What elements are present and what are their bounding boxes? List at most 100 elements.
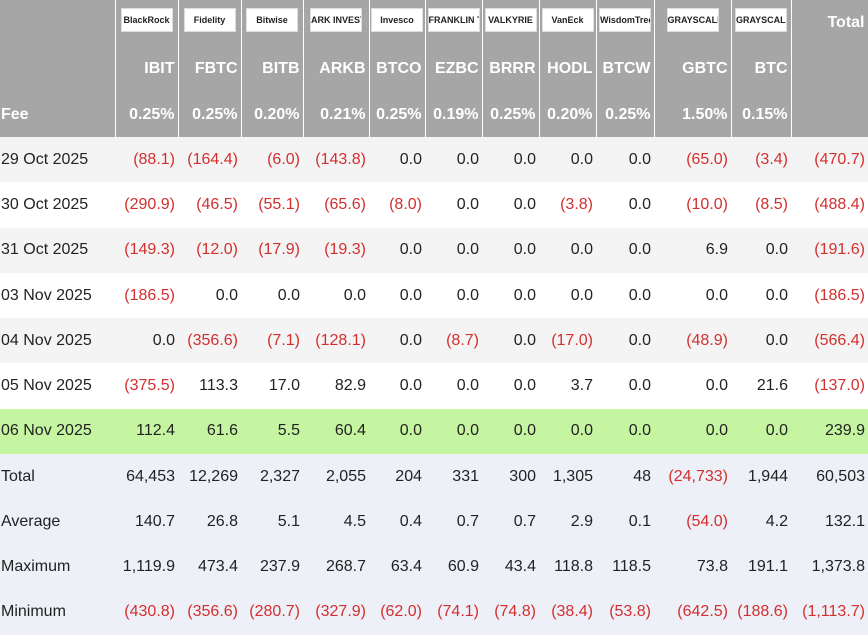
flow-value: (54.0) (654, 499, 731, 545)
flow-value: 12,269 (178, 454, 241, 500)
flow-value: 140.7 (115, 499, 178, 545)
flow-value: (186.5) (124, 286, 175, 304)
fee: 0.25% (369, 92, 426, 137)
flow-value: 0.0 (570, 286, 593, 304)
ticker: IBIT (115, 45, 179, 92)
fee: 0.25% (178, 92, 242, 137)
flow-value: 1,119.9 (115, 544, 178, 590)
flow-value: (19.3) (324, 241, 366, 259)
flow-value: 0.0 (399, 422, 422, 440)
blank-cell (791, 45, 868, 92)
flow-value: 0.0 (765, 241, 788, 259)
flow-value: 0.0 (456, 377, 479, 395)
flow-value: 118.8 (539, 544, 596, 590)
flow-value: 0.0 (628, 195, 651, 213)
flow-value: 0.0 (456, 195, 479, 213)
flow-value: (65.0) (686, 150, 728, 168)
summary-label: Average (0, 499, 115, 545)
logo-row: BlackRock Fidelity Bitwise ARK INVEST Invesc… (0, 0, 868, 45)
table-row: 03 Nov 2025 (186.5) 0.0 0.0 0.0 0.0 0.0 0.0 0.0 0… (0, 272, 868, 319)
flow-value: 17.0 (268, 377, 300, 395)
fee: 0.25% (482, 92, 540, 137)
date: 31 Oct 2025 (1, 241, 89, 259)
flow-value: (6.0) (267, 150, 300, 168)
flow-value: (356.6) (178, 589, 241, 635)
flow-value: (74.1) (425, 589, 482, 635)
fee-row: Fee 0.25% 0.25% 0.20% 0.21% 0.25% 0.19% 0.25% 0.… (0, 92, 868, 137)
flow-value: 5.1 (241, 499, 303, 545)
flow-value: 0.0 (570, 241, 593, 259)
fee: 1.50% (654, 92, 732, 137)
table-row: Total 64,453 12,269 2,327 2,055 204 331 300 1,30… (0, 454, 868, 500)
flow-value: 0.0 (399, 331, 422, 349)
flow-value: 63.4 (369, 544, 425, 590)
flow-value: 0.0 (628, 377, 651, 395)
flow-value: (24,733) (654, 454, 731, 500)
flow-value: 0.0 (399, 150, 422, 168)
flow-value: 191.1 (731, 544, 791, 590)
flow-value: 331 (425, 454, 482, 500)
flow-value: 0.7 (482, 499, 539, 545)
flow-value: (566.4) (814, 331, 865, 349)
fund-logo: BlackRock (120, 8, 173, 32)
flow-value: 5.5 (277, 422, 300, 440)
flow-value: 60,503 (791, 454, 868, 500)
flow-value: 204 (369, 454, 425, 500)
flow-value: (53.8) (596, 589, 654, 635)
flow-value: (7.1) (267, 331, 300, 349)
flow-value: 0.4 (369, 499, 425, 545)
flow-value: 0.0 (570, 150, 593, 168)
fund-logo: Invesco (371, 8, 423, 32)
flow-value: (356.6) (187, 331, 238, 349)
flow-value: 60.4 (334, 422, 366, 440)
flow-value: 64,453 (115, 454, 178, 500)
logo-cell: WisdomTree (596, 0, 655, 45)
flow-value: 118.5 (596, 544, 654, 590)
table-row: Maximum 1,119.9 473.4 237.9 268.7 63.4 60.9 43.… (0, 544, 868, 590)
logo-cell: VanEck (539, 0, 597, 45)
logo-cell: Fidelity (178, 0, 242, 45)
flow-value: 43.4 (482, 544, 539, 590)
flow-value: 0.0 (277, 286, 300, 304)
table-row: 29 Oct 2025 (88.1) (164.4) (6.0) (143.8) 0.0 0… (0, 137, 868, 183)
flow-value: 0.0 (456, 422, 479, 440)
flow-value: 0.0 (456, 150, 479, 168)
flow-value: (164.4) (187, 150, 238, 168)
flow-value: (17.9) (258, 241, 300, 259)
ticker: GBTC (654, 45, 732, 92)
fee: 0.20% (241, 92, 304, 137)
flow-value: (8.0) (389, 195, 422, 213)
table-row: Minimum (430.8) (356.6) (280.7) (327.9) (62.0… (0, 589, 868, 635)
flow-value: 1,944 (731, 454, 791, 500)
flow-value: 0.0 (628, 422, 651, 440)
flow-value: (488.4) (814, 195, 865, 213)
flow-value: 2,327 (241, 454, 303, 500)
table-row: 04 Nov 2025 0.0 (356.6) (7.1) (128.1) 0.0 (8.7… (0, 318, 868, 364)
flow-value: 0.0 (456, 241, 479, 259)
flow-value: 300 (482, 454, 539, 500)
flow-value: 0.0 (570, 422, 593, 440)
flow-value: 0.0 (513, 286, 536, 304)
date: 29 Oct 2025 (1, 150, 89, 168)
flow-value: (10.0) (686, 195, 728, 213)
fee: 0.20% (539, 92, 597, 137)
flow-value: 112.4 (136, 422, 175, 440)
logo-cell: Bitwise (241, 0, 304, 45)
flow-value: (8.5) (755, 195, 788, 213)
logo-cell: Invesco (369, 0, 426, 45)
fund-logo: VanEck (541, 8, 594, 32)
logo-cell: GRAYSCALE (654, 0, 732, 45)
summary-rows: Total 64,453 12,269 2,327 2,055 204 331 300 1,30… (0, 454, 868, 635)
fee-label: Fee (0, 92, 116, 137)
header: BlackRock Fidelity Bitwise ARK INVEST Invesc… (0, 0, 868, 137)
flow-value: 0.0 (343, 286, 366, 304)
table-row: 30 Oct 2025 (290.9) (46.5) (55.1) (65.6) (8.0… (0, 182, 868, 228)
corner-cell (0, 0, 116, 45)
flow-value: 0.0 (399, 286, 422, 304)
flow-value: 0.0 (513, 331, 536, 349)
flow-value: 26.8 (178, 499, 241, 545)
ticker: FBTC (178, 45, 242, 92)
flow-value: 0.0 (513, 150, 536, 168)
ticker: HODL (539, 45, 597, 92)
